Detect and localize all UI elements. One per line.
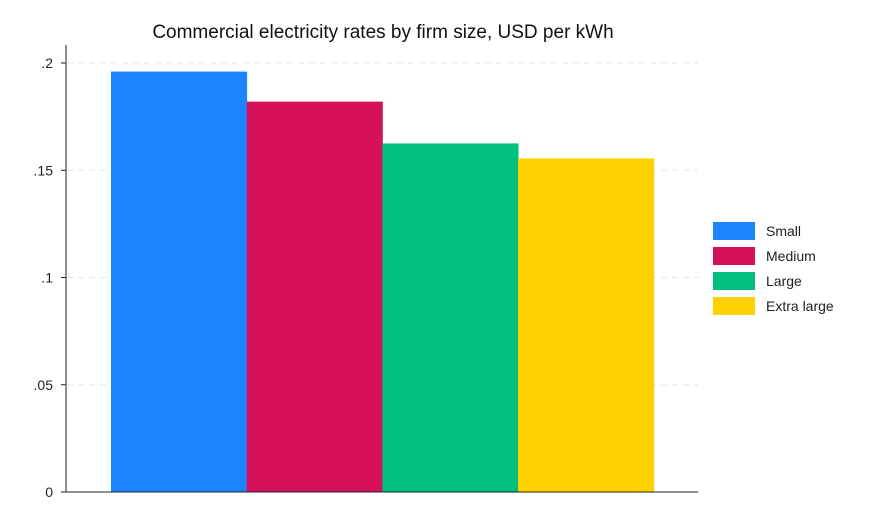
y-tick-label: .05 [34,377,54,393]
chart-title: Commercial electricity rates by firm siz… [152,22,613,43]
legend-label: Medium [766,248,816,264]
y-tick-label: .2 [41,55,53,71]
legend: Small Medium Large Extra large [713,222,834,315]
legend-swatch [713,247,755,265]
legend-swatch [713,272,755,290]
bar-large [382,143,519,492]
y-tick-label: .15 [34,162,54,178]
bars [111,71,655,493]
bar-medium [246,101,383,493]
bar-extra-large [518,158,655,492]
legend-swatch [713,222,755,240]
bar-small [111,71,248,492]
legend-label: Small [766,223,801,239]
legend-label: Extra large [766,298,834,314]
y-axis: 0 .05 .1 .15 .2 [34,45,698,500]
y-tick-label: .1 [41,270,53,286]
legend-label: Large [766,273,802,289]
y-tick-label: 0 [45,484,53,500]
legend-swatch [713,297,755,315]
